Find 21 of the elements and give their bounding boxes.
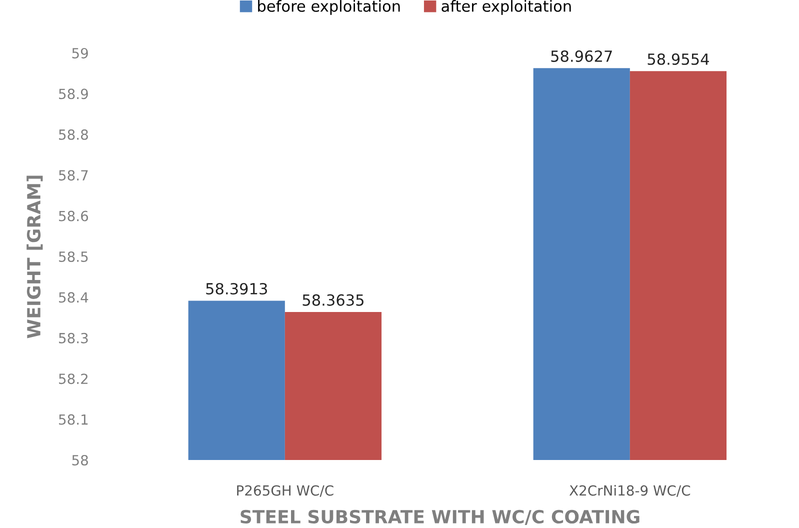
data-label: 58.9627 — [551, 50, 612, 62]
y-tick-label: 58.3 — [59, 332, 88, 344]
x-tick-label: X2CrNi18-9 WC/C — [569, 485, 690, 497]
x-tick-label: P265GH WC/C — [237, 485, 334, 497]
data-label: 58.3635 — [302, 294, 364, 306]
y-axis-title: WEIGHT [GRAM] — [26, 176, 43, 338]
data-label: 58.3913 — [206, 282, 267, 295]
y-tick-label: 58.6 — [59, 210, 88, 222]
y-tick-label: 58.1 — [59, 414, 88, 425]
y-tick-label: 58.2 — [59, 374, 88, 384]
y-tick-label: 58.5 — [59, 251, 88, 262]
legend-label: before exploitation — [258, 0, 400, 15]
x-axis-title: STEEL SUBSTRATE WITH WC/C COATING — [240, 510, 640, 525]
y-tick-label: 58.9 — [59, 88, 88, 100]
y-tick-label: 59 — [72, 48, 88, 58]
y-tick-label: 58.7 — [59, 170, 88, 181]
y-tick-label: 58.4 — [59, 292, 88, 303]
y-tick-label: 58.8 — [59, 129, 88, 140]
y-tick-label: 58 — [72, 454, 88, 466]
data-label: 58.9554 — [648, 53, 709, 65]
legend-label: after exploitation — [442, 0, 571, 15]
